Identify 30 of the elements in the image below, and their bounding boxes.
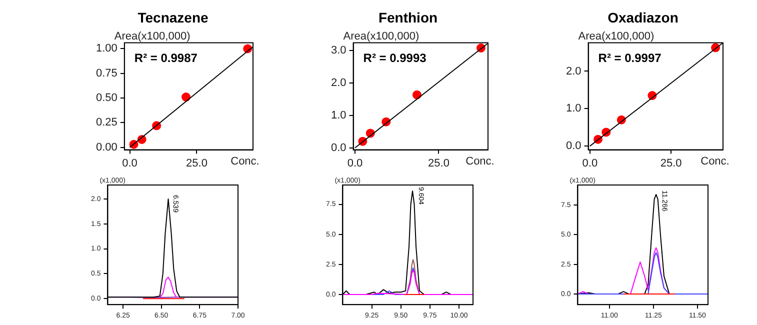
y-tick-label: 0.0 bbox=[566, 140, 582, 152]
x-tick-label: 0.0 bbox=[122, 157, 138, 170]
x-axis-title: Conc. bbox=[466, 155, 494, 168]
y-axis-title: Area(x100,000) bbox=[114, 30, 190, 42]
y-axis-title: Area(x100,000) bbox=[578, 30, 654, 42]
y-tick-label: 3.0 bbox=[330, 44, 346, 56]
annotation: R² = 0.9993 bbox=[363, 51, 427, 66]
y-tick-label: 1.00 bbox=[96, 42, 118, 55]
y-tick-label: 2.0 bbox=[330, 76, 346, 89]
y-tick-label: 0.75 bbox=[96, 67, 118, 80]
annotation: R² = 0.9987 bbox=[134, 51, 198, 66]
annotation: R² = 0.9997 bbox=[598, 51, 662, 66]
x-tick-label: 0.0 bbox=[347, 157, 363, 170]
x-tick-label: 25.0 bbox=[428, 157, 450, 170]
x-axis-title: Conc. bbox=[230, 155, 260, 168]
x-tick-label: 25.0 bbox=[186, 157, 208, 170]
x-tick-label: 0.0 bbox=[582, 157, 598, 170]
y-tick-label: 1.0 bbox=[566, 102, 582, 115]
y-tick-label: 2.0 bbox=[566, 65, 582, 78]
y-tick-label: 0.0 bbox=[330, 142, 346, 154]
y-axis-title: Area(x100,000) bbox=[343, 30, 420, 42]
chart-title: Tecnazene bbox=[138, 9, 208, 26]
chart-title: Fenthion bbox=[378, 9, 438, 26]
chart-title: Oxadiazon bbox=[608, 9, 678, 26]
y-tick-label: 0.25 bbox=[96, 116, 118, 129]
y-tick-label: 1.0 bbox=[330, 109, 346, 122]
y-tick-label: 0.50 bbox=[96, 92, 118, 104]
y-tick-label: 0.00 bbox=[96, 141, 118, 154]
x-tick-label: 25.0 bbox=[660, 157, 682, 170]
x-axis-title: Conc. bbox=[700, 155, 730, 168]
